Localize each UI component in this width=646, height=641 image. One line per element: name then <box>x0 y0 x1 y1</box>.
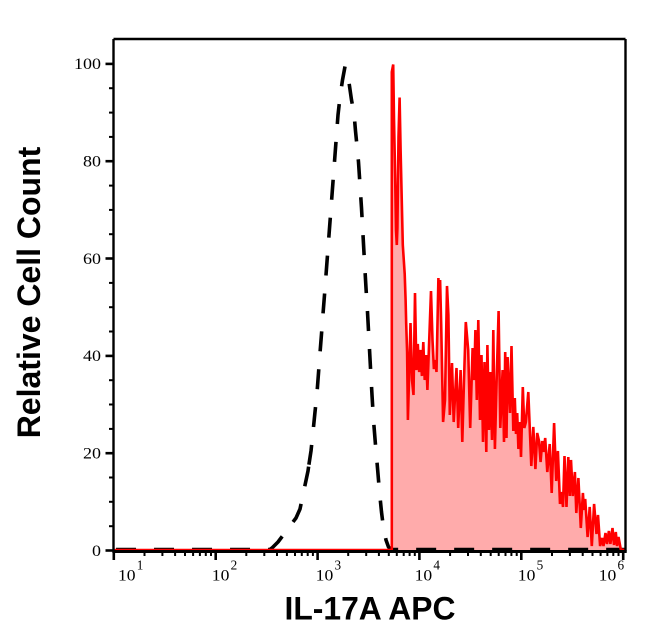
svg-text:40: 40 <box>83 348 101 365</box>
svg-text:20: 20 <box>83 446 101 463</box>
svg-text:IL-17A APC: IL-17A APC <box>285 591 456 627</box>
svg-text:101: 101 <box>118 558 143 585</box>
svg-text:0: 0 <box>92 543 101 560</box>
svg-text:100: 100 <box>74 56 101 73</box>
svg-text:106: 106 <box>599 558 625 585</box>
svg-text:105: 105 <box>518 558 544 585</box>
svg-text:104: 104 <box>415 558 441 585</box>
svg-text:102: 102 <box>212 558 237 585</box>
svg-text:60: 60 <box>83 251 101 268</box>
svg-text:103: 103 <box>316 558 342 585</box>
svg-text:80: 80 <box>83 154 101 171</box>
svg-text:Relative Cell Count: Relative Cell Count <box>11 146 47 438</box>
